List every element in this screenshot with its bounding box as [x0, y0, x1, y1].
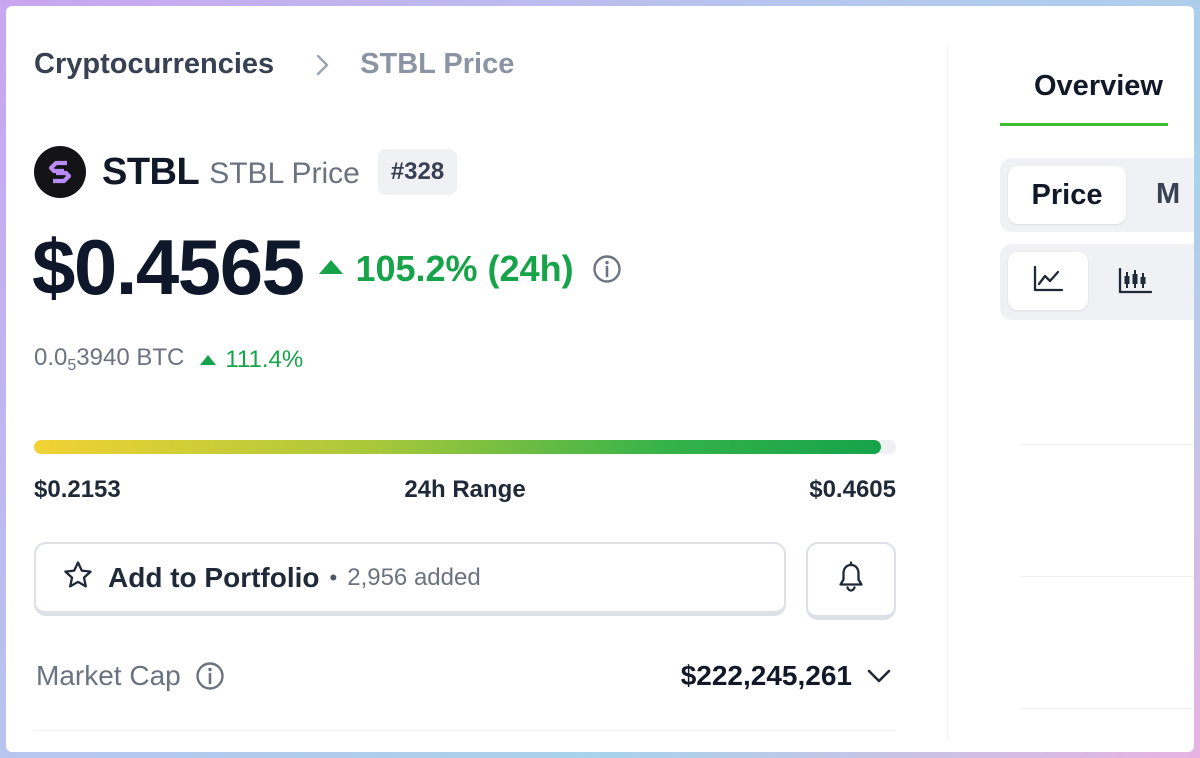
separator-dot: • — [329, 564, 338, 590]
chevron-down-icon[interactable] — [866, 668, 892, 684]
price-change-value: 105.2% (24h) — [355, 248, 574, 289]
divider — [34, 730, 896, 731]
range-low: $0.2153 — [34, 476, 121, 503]
coin-summary-panel: Cryptocurrencies STBL Price STBL STBL Pr… — [6, 6, 946, 752]
tab-price[interactable]: Price — [1008, 166, 1126, 224]
portfolio-count: 2,956 added — [347, 563, 481, 591]
chart-type-toggle — [1000, 244, 1194, 320]
divider — [1020, 708, 1194, 709]
stbl-logo-icon — [34, 146, 86, 198]
chevron-right-icon — [316, 54, 330, 76]
line-chart-button[interactable] — [1008, 252, 1088, 310]
range-high: $0.4605 — [809, 476, 896, 503]
candlestick-chart-icon — [1118, 267, 1153, 300]
range-labels: $0.2153 24h Range $0.4605 — [34, 476, 896, 504]
price-change-24h: 105.2% (24h) — [319, 248, 574, 290]
bell-icon — [836, 561, 866, 598]
caret-up-icon — [319, 260, 344, 274]
coin-symbol: STBL — [102, 150, 200, 193]
market-cap-label: Market Cap — [36, 660, 181, 691]
range-bar — [34, 440, 896, 454]
tab-market-cap[interactable]: M — [1156, 178, 1181, 210]
info-icon[interactable] — [195, 661, 225, 691]
chart-panel: Overview Price M — [948, 6, 1194, 752]
coin-name: STBL Price — [209, 157, 360, 190]
price-alert-button[interactable] — [806, 542, 896, 620]
caret-up-icon — [200, 354, 217, 365]
market-cap-row[interactable]: Market Cap $222,245,261 — [36, 660, 892, 692]
btc-change: 111.4% — [200, 346, 303, 374]
btc-price-row: 0.053940 BTC 111.4% — [34, 344, 303, 375]
range-bar-fill — [34, 440, 882, 454]
price-row: $0.4565 105.2% (24h) — [32, 228, 622, 306]
breadcrumb-cryptocurrencies-link[interactable]: Cryptocurrencies — [34, 48, 275, 80]
divider — [1020, 576, 1194, 577]
rank-badge: #328 — [377, 149, 458, 195]
panel-divider — [947, 46, 948, 740]
btc-price: 0.053940 BTC — [34, 344, 185, 374]
view-toggle: Price M — [1000, 158, 1194, 232]
active-tab-underline — [1000, 123, 1168, 126]
current-price: $0.4565 — [32, 223, 305, 311]
range-label: 24h Range — [404, 476, 526, 503]
market-cap-value: $222,245,261 — [680, 660, 852, 691]
line-chart-icon — [1031, 264, 1065, 299]
breadcrumb-current: STBL Price — [360, 48, 515, 80]
info-icon[interactable] — [592, 254, 622, 284]
breadcrumb: Cryptocurrencies STBL Price — [34, 48, 514, 81]
add-to-portfolio-label: Add to Portfolio — [108, 561, 320, 593]
star-icon — [62, 559, 94, 596]
add-to-portfolio-button[interactable]: Add to Portfolio • 2,956 added — [34, 542, 786, 616]
coin-title: STBL STBL Price #328 — [34, 146, 458, 198]
tab-overview[interactable]: Overview — [1034, 70, 1163, 102]
candlestick-chart-button[interactable] — [1118, 266, 1153, 301]
divider — [1020, 444, 1194, 445]
app-window: Cryptocurrencies STBL Price STBL STBL Pr… — [6, 6, 1194, 752]
